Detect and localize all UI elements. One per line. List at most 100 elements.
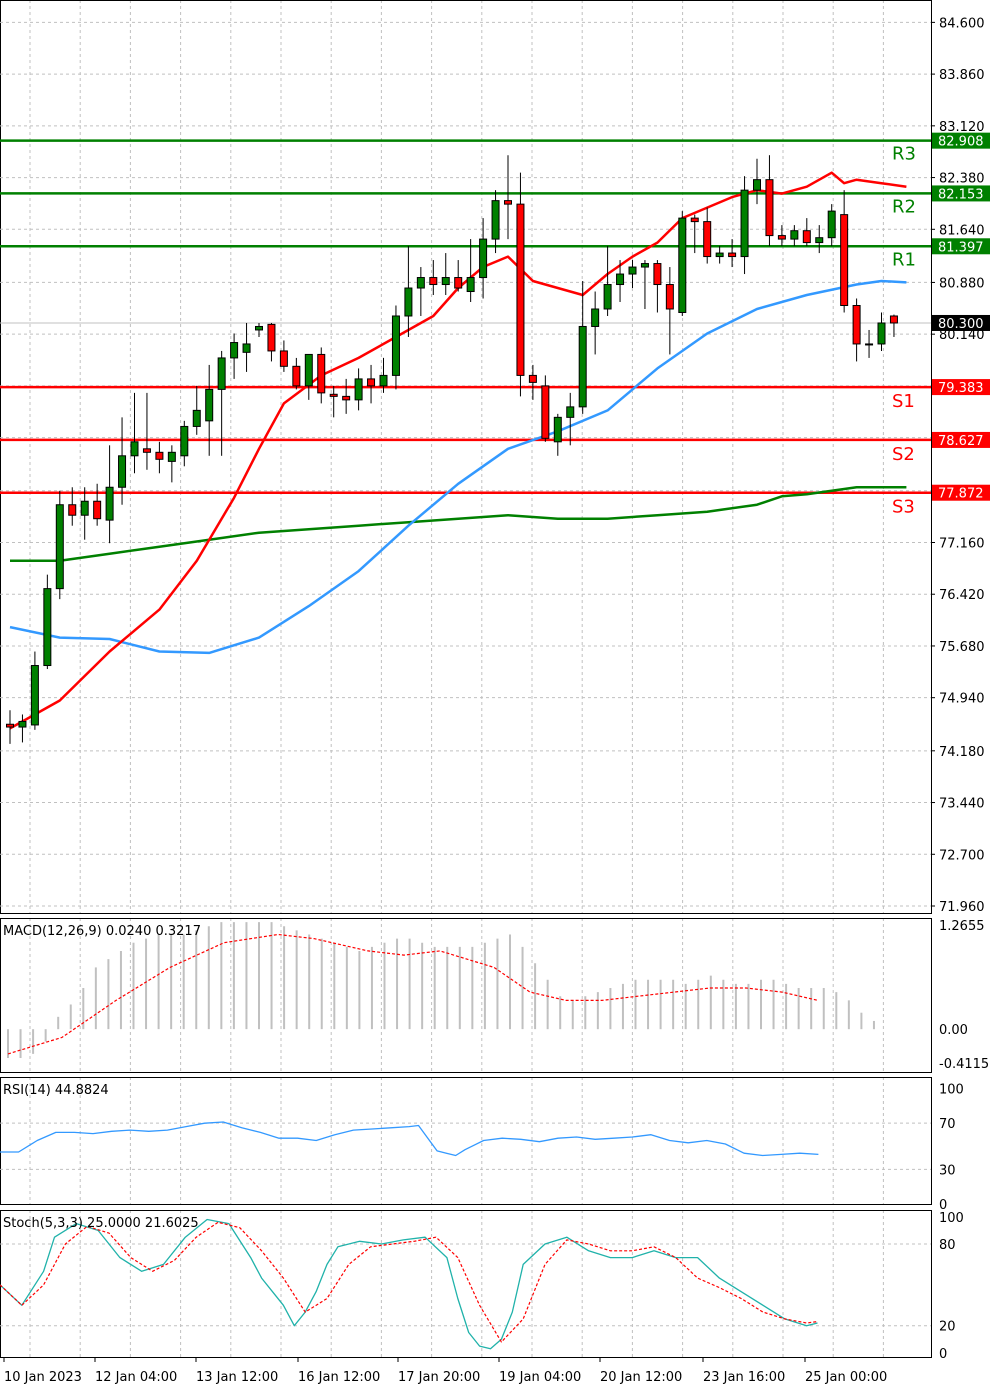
price-tick-label: 84.600 xyxy=(939,16,985,31)
price-tick-label: 80.140 xyxy=(939,328,985,343)
time-tick-label: 12 Jan 04:00 xyxy=(95,1370,177,1385)
candle-body xyxy=(354,378,363,401)
candle-body xyxy=(616,273,625,286)
candle xyxy=(180,420,189,467)
pivot-value-label: 81.397 xyxy=(938,240,984,255)
candle xyxy=(628,260,637,289)
candle xyxy=(6,710,14,744)
candle-body xyxy=(267,323,276,352)
candle-body xyxy=(279,350,288,367)
moving-average-blue xyxy=(9,279,907,655)
candle-body xyxy=(640,263,649,268)
candle xyxy=(777,225,786,247)
candle-body xyxy=(43,588,52,667)
moving-averages xyxy=(9,171,907,730)
candle-body xyxy=(142,448,151,453)
candle-body xyxy=(466,277,475,293)
candle-body xyxy=(367,378,376,387)
price-tick-label: 82.380 xyxy=(939,172,985,187)
candle-body xyxy=(603,284,612,310)
price-tick-label: 83.120 xyxy=(939,120,985,135)
candle-body xyxy=(665,284,674,310)
candle xyxy=(68,487,77,526)
stoch-panel: Stoch(5,3,3) 25.0000 21.6025 100 80 20 0 xyxy=(0,1211,964,1362)
pivot-value-tag xyxy=(932,431,990,448)
candle xyxy=(889,314,898,337)
candle xyxy=(491,190,500,254)
candle xyxy=(715,246,724,264)
candle xyxy=(603,246,612,316)
candle xyxy=(840,190,849,313)
candle-body xyxy=(753,179,761,191)
candle-body xyxy=(105,486,114,521)
stoch-k-line xyxy=(0,1218,818,1350)
candle-body xyxy=(815,237,824,244)
candle xyxy=(802,218,811,247)
candle-body xyxy=(827,210,836,239)
price-tick-label: 74.180 xyxy=(939,745,985,760)
candle-body xyxy=(242,343,251,353)
time-tick-label: 17 Jan 20:00 xyxy=(398,1370,480,1385)
price-tick-label: 83.860 xyxy=(939,68,985,83)
candle xyxy=(528,364,537,400)
candle-body xyxy=(541,385,550,439)
stoch-title: Stoch(5,3,3) 25.0000 21.6025 xyxy=(3,1216,199,1231)
candle-body xyxy=(167,451,176,462)
moving-average-red xyxy=(9,171,907,730)
pivot-value-tag xyxy=(932,484,990,501)
stoch-axis-label: 100 xyxy=(939,1211,964,1226)
price-tick-label: 73.440 xyxy=(939,797,985,812)
time-tick-label: 20 Jan 12:00 xyxy=(600,1370,682,1385)
candle-body xyxy=(217,357,226,390)
price-tick-label: 74.940 xyxy=(939,692,985,707)
stoch-axis-label: 20 xyxy=(939,1320,956,1335)
pivot-value-tag xyxy=(932,238,990,255)
macd-signal-line xyxy=(7,933,819,1055)
stoch-d-line xyxy=(0,1221,818,1343)
candle-body xyxy=(329,393,338,397)
candle xyxy=(665,267,674,355)
price-tick-label: 72.700 xyxy=(939,848,985,863)
candles xyxy=(6,155,898,744)
price-tick-label: 81.640 xyxy=(939,223,985,238)
candle xyxy=(354,368,363,411)
candle-body xyxy=(653,263,662,286)
candle-body xyxy=(429,277,438,286)
macd-axis-label: 1.2655 xyxy=(939,919,985,934)
pivot-value-label: 79.383 xyxy=(938,381,984,396)
candle xyxy=(640,260,649,309)
candle-body xyxy=(18,720,27,728)
candle-body xyxy=(528,374,537,383)
candle-body xyxy=(68,504,77,516)
pivot-name-r1: R1 xyxy=(892,249,916,270)
price-tick-label: 77.160 xyxy=(939,536,985,551)
macd-title: MACD(12,26,9) 0.0240 0.3217 xyxy=(3,924,201,939)
candle xyxy=(304,353,313,400)
rsi-line xyxy=(0,1121,819,1157)
candle xyxy=(454,260,463,292)
candle-body xyxy=(628,266,637,275)
time-axis: 10 Jan 2023 12 Jan 04:00 13 Jan 12:00 16 Ja… xyxy=(3,1357,887,1385)
pivot-name-s2: S2 xyxy=(892,444,915,465)
pivot-name-s1: S1 xyxy=(892,391,915,412)
candle-body xyxy=(566,406,575,418)
rsi-axis-label: 30 xyxy=(939,1163,956,1178)
candle-body xyxy=(740,189,749,258)
candle xyxy=(367,364,376,404)
candle xyxy=(466,239,475,303)
pivot-levels: R3 82.908 R2 82.153 R1 81.397 S1 79.383 S2 78.627… xyxy=(0,132,990,518)
candle-body xyxy=(93,500,102,520)
current-price-tag xyxy=(932,314,990,331)
candle xyxy=(740,176,749,275)
candle-body xyxy=(802,230,811,244)
candle xyxy=(43,574,52,670)
candle xyxy=(391,305,400,390)
candle-body xyxy=(230,342,239,359)
pane-border-rsi xyxy=(0,1077,932,1205)
candle-body xyxy=(678,217,687,313)
candle xyxy=(130,392,139,474)
pivot-name-r3: R3 xyxy=(892,144,916,165)
candle xyxy=(827,204,836,247)
